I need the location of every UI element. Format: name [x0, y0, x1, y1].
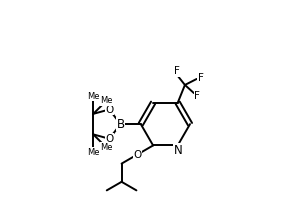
Text: Me: Me — [101, 96, 113, 106]
Text: F: F — [194, 91, 200, 101]
Text: N: N — [174, 144, 183, 157]
Text: O: O — [105, 105, 113, 114]
Text: Me: Me — [87, 92, 100, 101]
Text: Me: Me — [101, 143, 113, 152]
Text: O: O — [105, 134, 113, 144]
Text: F: F — [198, 73, 204, 83]
Text: Me: Me — [87, 148, 100, 157]
Text: O: O — [133, 150, 141, 159]
Text: B: B — [116, 118, 124, 131]
Text: F: F — [174, 66, 180, 76]
